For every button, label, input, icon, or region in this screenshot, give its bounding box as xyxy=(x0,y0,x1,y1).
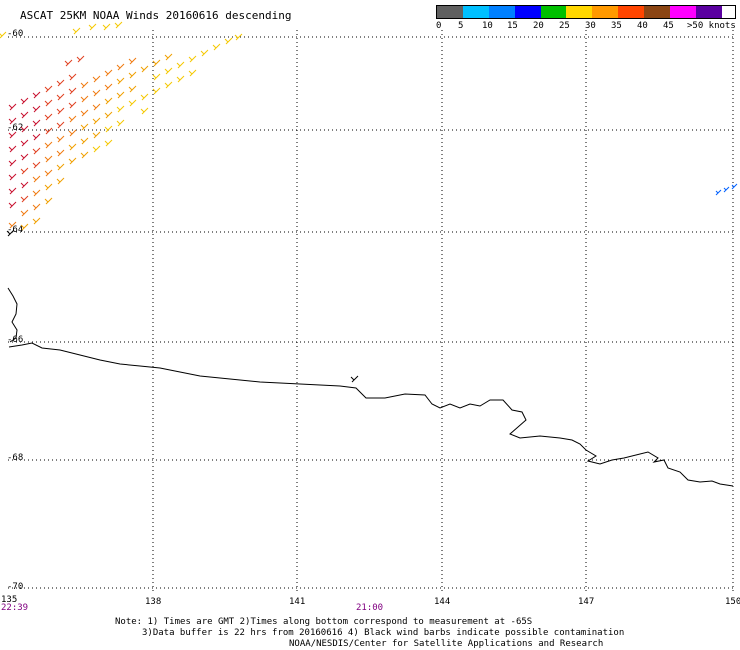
wind-speed-legend: 0 5 10 15 20 25 30 35 40 45 >50 knots xyxy=(436,5,736,33)
legend-swatch xyxy=(488,6,515,18)
legend-label: 40 xyxy=(637,21,648,31)
legend-label: 30 xyxy=(585,21,596,31)
legend-label: 20 xyxy=(533,21,544,31)
note-line-2: 3)Data buffer is 22 hrs from 20160616 4)… xyxy=(142,628,625,638)
wind-barbs-low xyxy=(0,21,243,153)
legend-swatch xyxy=(695,6,722,18)
legend-swatch xyxy=(462,6,489,18)
time-label: 21:00 xyxy=(356,603,383,613)
legend-swatch xyxy=(592,6,619,18)
time-label: 22:39 xyxy=(1,603,28,613)
wind-barbs-moderate xyxy=(20,53,173,231)
map-title: ASCAT 25KM NOAA Winds 20160616 descendin… xyxy=(20,9,292,22)
legend-swatch xyxy=(670,6,696,18)
legend-label: 5 xyxy=(458,21,464,31)
lon-label: 138 xyxy=(145,597,161,607)
legend-label: 10 xyxy=(482,21,493,31)
graticule xyxy=(8,30,735,592)
legend-swatch xyxy=(540,6,567,18)
legend-label: 45 xyxy=(663,21,674,31)
legend-label: >50 knots xyxy=(687,21,736,31)
lon-label: 141 xyxy=(289,597,305,607)
wind-barb-swath xyxy=(0,21,738,383)
legend-swatch xyxy=(437,6,463,18)
wind-barbs-contaminated xyxy=(6,229,359,383)
legend-label: 25 xyxy=(559,21,570,31)
legend-swatch xyxy=(644,6,671,18)
lon-label: 150 xyxy=(725,597,740,607)
lon-label: 135 xyxy=(1,595,17,605)
wind-barbs-high xyxy=(8,91,41,209)
lat-label: -62 xyxy=(7,123,23,133)
note-line-1: Note: 1) Times are GMT 2)Times along bot… xyxy=(115,617,533,627)
legend-label: 0 xyxy=(436,21,442,31)
legend-swatch xyxy=(566,6,593,18)
footer-notes: Note: 1) Times are GMT 2)Times along bot… xyxy=(115,617,624,650)
lat-label: -60 xyxy=(7,29,23,39)
lat-label: -64 xyxy=(7,225,23,235)
lon-label: 144 xyxy=(434,597,450,607)
coastline xyxy=(7,287,734,487)
credit-line: NOAA/NESDIS/Center for Satellite Applica… xyxy=(289,639,604,649)
legend-swatch xyxy=(618,6,645,18)
wind-barbs-mid xyxy=(8,57,137,229)
wind-barbs-mid-high xyxy=(20,55,85,203)
lat-label: -70 xyxy=(7,582,23,592)
legend-label: 15 xyxy=(507,21,518,31)
legend-swatch xyxy=(514,6,541,18)
legend-color-bar xyxy=(436,5,736,19)
legend-label: 35 xyxy=(611,21,622,31)
wind-barbs-light xyxy=(715,183,738,196)
lat-label: -68 xyxy=(7,453,23,463)
lon-label: 147 xyxy=(578,597,594,607)
lat-label: -66 xyxy=(7,335,23,345)
